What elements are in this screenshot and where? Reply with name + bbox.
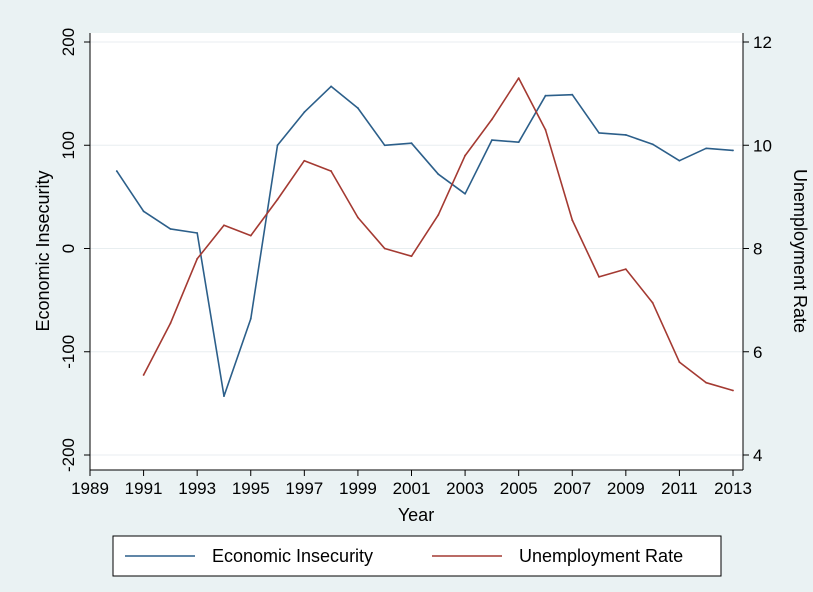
y-right-tick-label: 6 xyxy=(753,343,762,362)
data-point-economic-insecurity xyxy=(517,141,520,144)
data-point-unemployment-rate xyxy=(464,154,466,157)
data-point-economic-insecurity xyxy=(705,147,708,150)
data-point-economic-insecurity xyxy=(142,210,145,213)
x-axis-title: Year xyxy=(398,505,434,525)
legend-label-unemployment-rate: Unemployment Rate xyxy=(519,546,683,566)
data-point-unemployment-rate xyxy=(705,381,708,384)
data-point-economic-insecurity xyxy=(598,131,600,134)
data-point-economic-insecurity xyxy=(383,144,386,147)
x-tick-label: 2003 xyxy=(446,479,484,498)
data-point-economic-insecurity xyxy=(276,144,279,147)
data-point-unemployment-rate xyxy=(383,247,386,250)
axes: -200 -100 0 100 200 4 6 8 10 12 1989 1991 1993 1995 19… xyxy=(59,28,772,498)
data-point-economic-insecurity xyxy=(464,192,466,195)
data-point-unemployment-rate xyxy=(437,214,440,216)
x-tick-label: 1997 xyxy=(285,479,323,498)
data-point-economic-insecurity xyxy=(115,170,118,172)
x-tick-label: 2005 xyxy=(500,479,538,498)
y-left-tick-label: 100 xyxy=(59,131,78,159)
y-left-tick-label: 0 xyxy=(59,244,78,253)
y-right-tick-label: 8 xyxy=(753,240,762,259)
data-point-unemployment-rate xyxy=(169,322,172,325)
x-tick-label: 2011 xyxy=(661,479,698,498)
y-left-tick-label: 200 xyxy=(59,28,78,56)
y-right-tick-label: 4 xyxy=(753,446,762,465)
x-tick-label: 1995 xyxy=(232,479,270,498)
data-point-unemployment-rate xyxy=(223,224,225,227)
y-right-tick-label: 12 xyxy=(753,33,772,52)
data-point-economic-insecurity xyxy=(330,85,333,88)
data-point-economic-insecurity xyxy=(169,227,172,230)
data-point-unemployment-rate xyxy=(732,389,734,392)
series-line-economic-insecurity xyxy=(116,85,734,397)
data-point-unemployment-rate xyxy=(598,275,600,278)
x-tick-label: 2001 xyxy=(393,479,431,498)
x-tick-label: 1991 xyxy=(125,479,163,498)
data-point-unemployment-rate xyxy=(196,257,199,260)
data-point-unemployment-rate xyxy=(142,374,145,376)
data-point-economic-insecurity xyxy=(651,143,654,146)
y-left-tick-label: -100 xyxy=(59,335,78,369)
data-point-unemployment-rate xyxy=(678,361,681,363)
y-right-tick-label: 10 xyxy=(753,136,772,155)
y-axis-right-title: Unemployment Rate xyxy=(790,169,810,333)
plot-area xyxy=(90,33,743,470)
x-tick-label: 1989 xyxy=(71,479,109,498)
data-point-economic-insecurity xyxy=(357,107,359,109)
legend-box xyxy=(112,535,722,577)
data-point-economic-insecurity xyxy=(678,159,681,162)
data-point-unemployment-rate xyxy=(330,170,333,172)
data-point-unemployment-rate xyxy=(571,219,574,222)
x-tick-label: 1993 xyxy=(178,479,216,498)
data-point-economic-insecurity xyxy=(410,142,413,145)
data-point-unemployment-rate xyxy=(303,159,306,162)
data-point-economic-insecurity xyxy=(223,395,225,398)
data-point-economic-insecurity xyxy=(303,111,306,114)
data-point-economic-insecurity xyxy=(571,93,574,96)
data-point-unemployment-rate xyxy=(276,198,279,201)
data-point-unemployment-rate xyxy=(357,216,359,219)
legend-label-economic-insecurity: Economic Insecurity xyxy=(212,546,373,566)
data-point-unemployment-rate xyxy=(544,128,547,131)
y-axis-left-title: Economic Insecurity xyxy=(33,170,53,331)
data-point-economic-insecurity xyxy=(437,173,440,176)
data-point-economic-insecurity xyxy=(732,149,734,152)
x-tick-label: 2013 xyxy=(714,479,752,498)
legend: Economic Insecurity Unemployment Rate xyxy=(112,535,722,577)
data-point-unemployment-rate xyxy=(249,234,252,237)
data-point-unemployment-rate xyxy=(624,268,627,271)
x-tick-label: 2009 xyxy=(607,479,645,498)
x-tick-label: 1999 xyxy=(339,479,377,498)
data-point-unemployment-rate xyxy=(410,255,413,258)
data-point-unemployment-rate xyxy=(517,77,520,80)
data-point-economic-insecurity xyxy=(544,94,547,97)
series-lines xyxy=(115,77,734,398)
x-tick-label: 2007 xyxy=(553,479,591,498)
data-point-economic-insecurity xyxy=(624,134,627,136)
data-point-unemployment-rate xyxy=(651,301,654,304)
y-left-tick-label: -200 xyxy=(59,438,78,472)
data-point-economic-insecurity xyxy=(490,139,493,141)
data-point-economic-insecurity xyxy=(249,317,252,320)
data-point-economic-insecurity xyxy=(196,232,199,234)
data-point-unemployment-rate xyxy=(490,118,493,121)
